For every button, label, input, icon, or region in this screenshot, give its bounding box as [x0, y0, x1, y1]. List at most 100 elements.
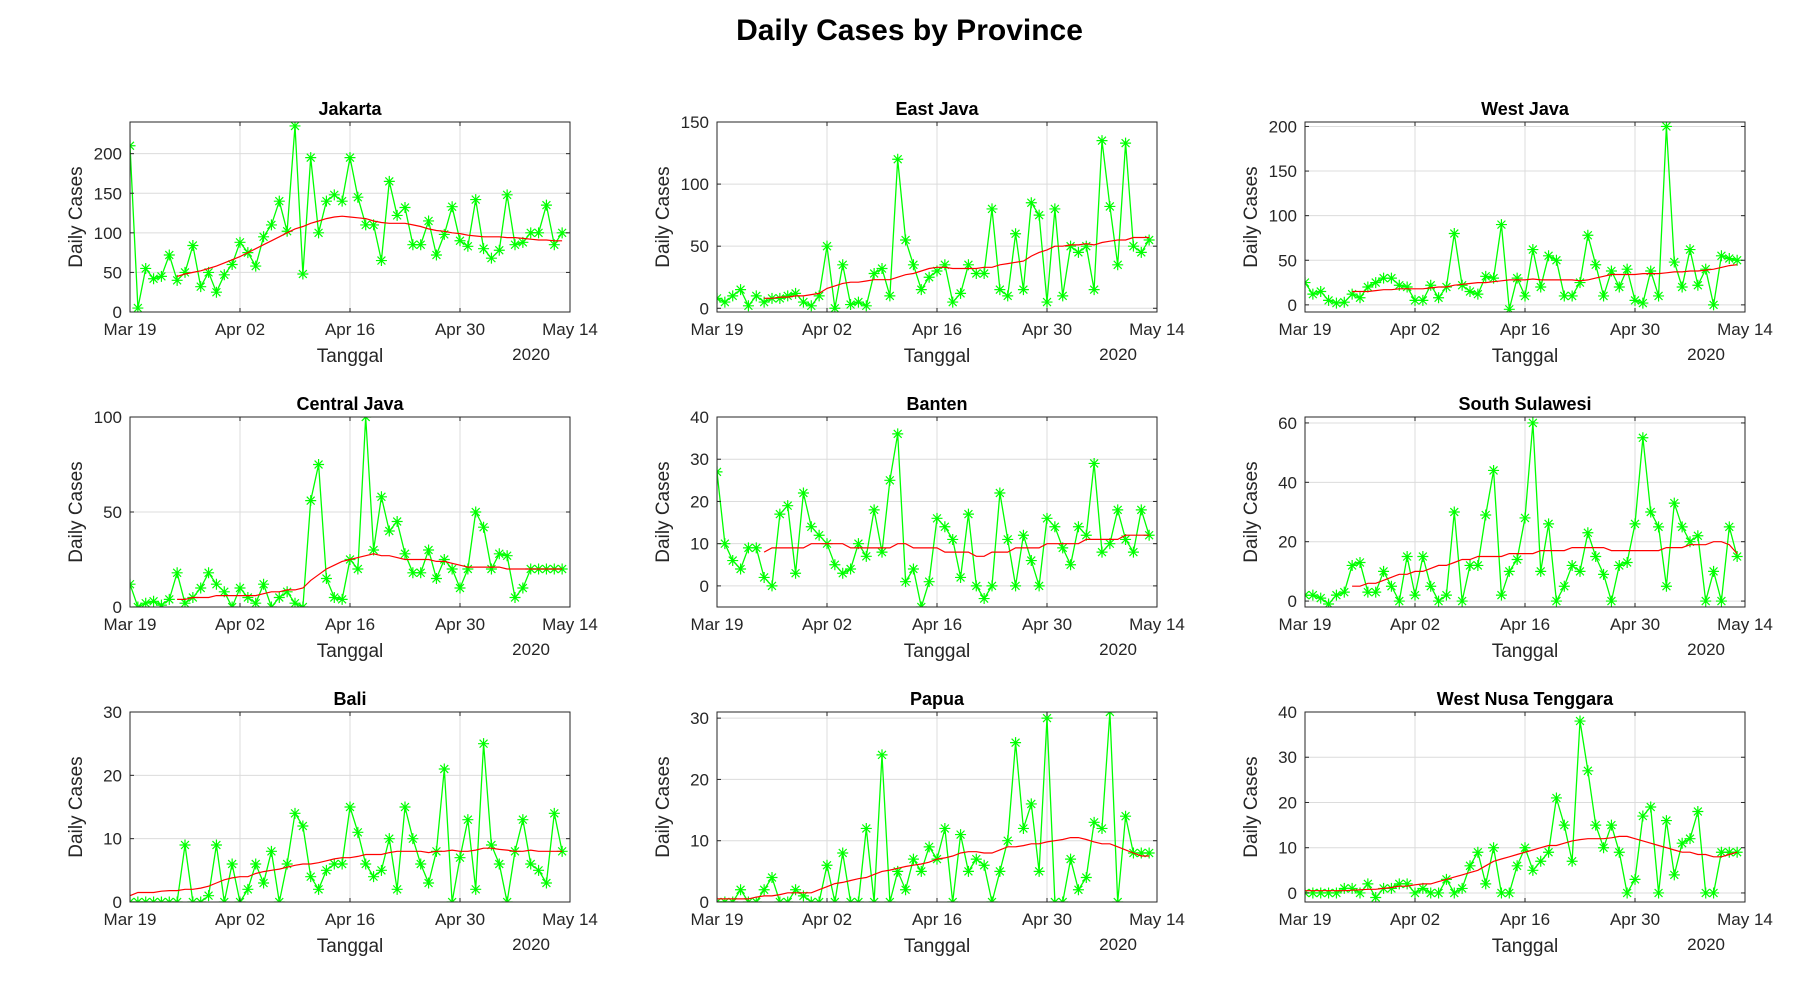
subplot-6: Mar 19 Apr 02 Apr 16 Apr 30 May 14 2020 0 20 40 6…: [1241, 394, 1773, 662]
data-point: [1488, 272, 1500, 284]
data-point: [1385, 580, 1397, 592]
data-point: [845, 299, 857, 311]
data-point: [1543, 846, 1555, 858]
y-tick-label: 30: [690, 709, 709, 728]
data-point: [907, 853, 919, 865]
data-point: [407, 567, 419, 579]
data-point: [1692, 279, 1704, 291]
data-point: [1057, 290, 1069, 302]
x-tick-label: Apr 02: [802, 910, 852, 929]
data-point: [1582, 765, 1594, 777]
data-point: [1613, 559, 1625, 571]
data-point: [1668, 497, 1680, 509]
data-point: [1653, 290, 1665, 302]
data-point: [907, 563, 919, 575]
data-point: [1605, 265, 1617, 277]
data-point: [837, 259, 849, 271]
data-point: [265, 845, 277, 857]
data-point: [1127, 546, 1139, 558]
data-point: [1057, 542, 1069, 554]
trend-line: [177, 553, 563, 600]
data-point: [939, 521, 951, 533]
y-tick-label: 40: [690, 408, 709, 427]
subplot-title: Central Java: [296, 394, 404, 414]
data-point: [1629, 294, 1641, 306]
data-point: [250, 597, 262, 607]
x-tick-label: Apr 16: [325, 910, 375, 929]
data-point: [970, 268, 982, 280]
y-tick-label: 10: [103, 830, 122, 849]
data-point: [1307, 589, 1319, 601]
data-point: [1417, 882, 1429, 894]
data-point: [485, 252, 497, 264]
marker-group: [1305, 122, 1743, 312]
data-point: [1495, 589, 1507, 601]
data-point: [1323, 598, 1335, 607]
data-point: [797, 487, 809, 499]
trend-line: [763, 534, 1150, 557]
data-point: [320, 864, 332, 876]
y-tick-label: 0: [700, 299, 709, 318]
data-point: [1566, 559, 1578, 571]
data-point: [939, 822, 951, 834]
data-point: [360, 219, 372, 231]
data-point: [344, 801, 356, 813]
data-point: [978, 859, 990, 871]
data-point: [1088, 816, 1100, 828]
data-point: [805, 300, 817, 312]
data-point: [790, 884, 802, 896]
data-point: [805, 521, 817, 533]
y-tick-label: 0: [700, 577, 709, 596]
data-point: [821, 859, 833, 871]
y-tick-label: 200: [94, 145, 122, 164]
subplot-5: Mar 19 Apr 02 Apr 16 Apr 30 May 14 2020 0 10 20 3…: [653, 394, 1185, 662]
x-year-label: 2020: [1099, 640, 1137, 659]
x-tick-label: May 14: [1717, 320, 1773, 339]
data-point: [1660, 122, 1672, 132]
data-point: [1354, 887, 1366, 899]
data-point: [273, 592, 285, 603]
data-point: [1464, 285, 1476, 297]
data-point: [758, 884, 770, 896]
data-point: [1120, 810, 1132, 822]
data-point: [1574, 715, 1586, 727]
data-point: [1417, 551, 1429, 563]
data-point: [218, 269, 230, 281]
data-point: [1480, 878, 1492, 890]
data-point: [1472, 288, 1484, 300]
data-point: [352, 191, 364, 203]
data-point: [1676, 837, 1688, 849]
data-point: [1684, 536, 1696, 548]
y-tick-label: 20: [103, 766, 122, 785]
data-point: [281, 586, 293, 598]
data-point: [517, 814, 529, 826]
data-point: [454, 235, 466, 247]
data-point: [1527, 864, 1539, 876]
data-point: [790, 567, 802, 579]
data-point: [1323, 294, 1335, 306]
data-point: [533, 227, 545, 239]
x-axis-label: Tanggal: [1492, 346, 1559, 367]
x-tick-label: Apr 02: [1390, 615, 1440, 634]
y-axis-label: Daily Cases: [66, 166, 87, 267]
y-tick-label: 100: [681, 175, 709, 194]
data-point: [336, 858, 348, 870]
data-point: [1519, 842, 1531, 854]
y-axis-label: Daily Cases: [1241, 756, 1262, 857]
data-point: [1135, 504, 1147, 516]
data-point: [955, 829, 967, 841]
data-point: [273, 195, 285, 207]
y-tick-label: 20: [1278, 533, 1297, 552]
data-point: [1338, 882, 1350, 894]
data-point: [203, 890, 215, 902]
trend-line: [1305, 835, 1738, 892]
data-point: [1104, 200, 1116, 212]
data-point: [1143, 847, 1155, 859]
data-point: [1448, 887, 1460, 899]
x-tick-label: Apr 16: [912, 615, 962, 634]
data-point: [1135, 847, 1147, 859]
data-point: [923, 841, 935, 853]
data-point: [1558, 290, 1570, 302]
data-point: [1025, 197, 1037, 209]
y-tick-label: 50: [1278, 251, 1297, 270]
